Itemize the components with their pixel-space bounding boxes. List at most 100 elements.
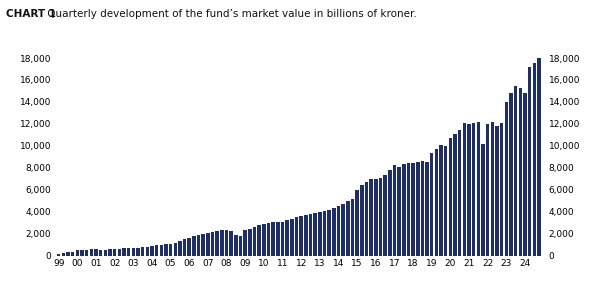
Bar <box>425 161 429 256</box>
Bar <box>220 230 224 256</box>
Text: Quarterly development of the fund’s market value in billions of kroner.: Quarterly development of the fund’s mark… <box>44 9 416 19</box>
Bar <box>187 238 191 256</box>
Bar <box>481 144 485 256</box>
Bar <box>328 210 331 256</box>
Bar <box>370 179 373 256</box>
Bar <box>122 248 126 256</box>
Bar <box>392 165 396 256</box>
Bar <box>439 145 443 256</box>
Bar <box>229 230 233 256</box>
Bar <box>57 254 61 256</box>
Bar <box>434 148 438 256</box>
Bar <box>346 201 350 256</box>
Bar <box>412 163 415 256</box>
Bar <box>202 234 205 256</box>
Bar <box>169 244 172 256</box>
Bar <box>509 93 513 256</box>
Bar <box>197 235 200 256</box>
Bar <box>160 245 163 256</box>
Bar <box>66 252 70 256</box>
Bar <box>118 249 121 256</box>
Bar <box>486 124 490 256</box>
Bar <box>332 208 335 256</box>
Bar <box>500 123 503 256</box>
Bar <box>355 190 359 256</box>
Bar <box>313 213 317 256</box>
Bar <box>155 245 158 256</box>
Bar <box>383 175 387 256</box>
Bar <box>225 230 228 256</box>
Bar <box>211 232 214 256</box>
Bar <box>71 252 74 256</box>
Bar <box>215 230 219 256</box>
Text: CHART 1: CHART 1 <box>6 9 56 19</box>
Bar <box>365 182 368 256</box>
Bar <box>518 88 522 256</box>
Bar <box>136 248 140 256</box>
Bar <box>244 230 247 256</box>
Bar <box>173 243 177 256</box>
Bar <box>514 86 517 256</box>
Bar <box>388 170 392 256</box>
Bar <box>113 249 116 256</box>
Bar <box>476 121 480 256</box>
Bar <box>234 235 238 256</box>
Bar <box>164 244 167 256</box>
Bar <box>183 239 187 256</box>
Bar <box>454 134 457 256</box>
Bar <box>94 249 98 256</box>
Bar <box>290 219 293 256</box>
Bar <box>537 58 541 256</box>
Bar <box>108 249 112 256</box>
Bar <box>206 233 209 256</box>
Bar <box>299 216 303 256</box>
Bar <box>341 204 345 256</box>
Bar <box>402 164 406 256</box>
Bar <box>248 229 251 256</box>
Bar <box>271 222 275 256</box>
Bar <box>127 248 130 256</box>
Bar <box>99 250 103 256</box>
Bar <box>85 250 88 256</box>
Bar <box>397 167 401 256</box>
Bar <box>379 178 382 256</box>
Bar <box>491 122 494 256</box>
Bar <box>374 179 377 256</box>
Bar <box>528 67 532 256</box>
Bar <box>533 63 536 256</box>
Bar <box>295 218 298 256</box>
Bar <box>257 225 261 256</box>
Bar <box>449 138 452 256</box>
Bar <box>146 247 149 256</box>
Bar <box>80 250 84 256</box>
Bar <box>104 250 107 256</box>
Bar <box>281 221 284 256</box>
Bar <box>239 236 242 256</box>
Bar <box>253 227 256 256</box>
Bar <box>150 246 154 256</box>
Bar <box>523 93 527 256</box>
Bar <box>141 247 145 256</box>
Bar <box>262 224 266 256</box>
Bar <box>318 212 322 256</box>
Bar <box>467 124 471 256</box>
Bar <box>76 250 79 256</box>
Bar <box>360 185 364 256</box>
Bar <box>276 222 280 256</box>
Bar <box>337 206 340 256</box>
Bar <box>309 214 312 256</box>
Bar <box>444 146 448 256</box>
Bar <box>351 199 354 256</box>
Bar <box>463 123 466 256</box>
Bar <box>495 126 499 256</box>
Bar <box>131 248 135 256</box>
Bar <box>323 211 326 256</box>
Bar <box>192 236 196 256</box>
Bar <box>458 130 461 256</box>
Bar <box>89 249 93 256</box>
Bar <box>472 123 475 256</box>
Bar <box>407 163 410 256</box>
Bar <box>430 153 433 256</box>
Bar <box>62 253 65 256</box>
Bar <box>421 161 424 256</box>
